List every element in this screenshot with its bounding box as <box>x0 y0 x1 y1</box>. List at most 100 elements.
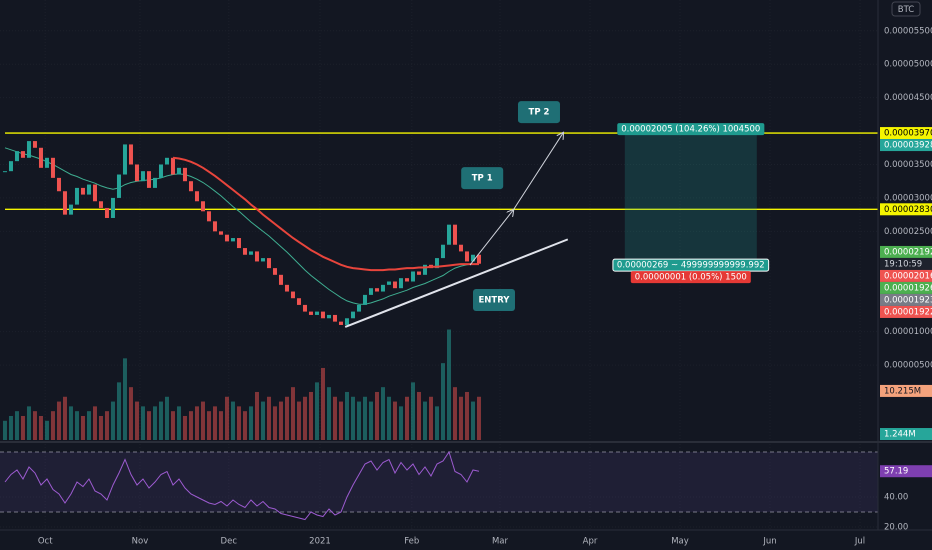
candle <box>182 167 187 182</box>
volume-bar <box>362 396 367 440</box>
volume-bar <box>8 415 13 440</box>
candle <box>158 164 163 178</box>
volume-bar <box>392 401 397 440</box>
volume-bar <box>32 411 37 440</box>
candle <box>146 171 151 188</box>
volume-bar <box>242 411 247 440</box>
candle <box>410 271 415 282</box>
volume-bar <box>224 396 229 440</box>
candle <box>254 251 259 262</box>
currency: BTC <box>898 5 915 15</box>
candle <box>236 238 241 249</box>
volume-bar <box>86 411 91 440</box>
volume-bar <box>386 396 391 440</box>
volume-bar <box>38 415 43 440</box>
candle <box>128 144 133 165</box>
candle <box>140 171 145 182</box>
volume-bar <box>476 396 481 440</box>
candle <box>50 157 55 178</box>
candle <box>350 311 355 319</box>
candle <box>188 181 193 192</box>
candle <box>92 184 97 202</box>
candle <box>200 201 205 212</box>
candle <box>80 187 85 195</box>
candle <box>218 231 223 235</box>
axis-badge-text: 57.19 <box>884 467 908 477</box>
y-tick-label: 0.00001000 <box>884 327 932 337</box>
candle <box>104 207 109 218</box>
axis-badge <box>880 257 932 270</box>
candle <box>320 311 325 319</box>
volume-bar <box>104 411 109 440</box>
position-label-bg <box>617 123 765 136</box>
candle <box>422 264 427 275</box>
arrow <box>512 133 563 211</box>
candle <box>170 157 175 175</box>
axis-badge <box>880 465 932 478</box>
candle <box>86 184 91 195</box>
axis-badge-text: 10.215M <box>884 386 921 396</box>
volume-bar <box>122 358 127 440</box>
trendline <box>344 238 569 328</box>
volume-bar <box>92 406 97 440</box>
candle <box>116 174 121 198</box>
candle <box>338 321 343 325</box>
volume-bar <box>368 401 373 440</box>
volume-bar <box>416 391 421 440</box>
axis-badge <box>880 269 932 282</box>
axis-badge <box>880 428 932 441</box>
moving-average <box>172 156 479 272</box>
volume-bar <box>464 391 469 440</box>
candle <box>2 171 7 173</box>
candle <box>464 251 469 262</box>
volume-bar <box>470 401 475 440</box>
candle <box>62 191 67 215</box>
candle <box>260 258 265 262</box>
volume-bar <box>110 401 115 440</box>
volume-bar <box>332 396 337 440</box>
volume-bar <box>374 391 379 440</box>
volume-bar <box>170 411 175 440</box>
y-tick-label: 0.00005000 <box>884 60 932 70</box>
callout-text: TP 1 <box>472 174 493 184</box>
volume-bar <box>248 406 253 440</box>
candle <box>434 258 439 269</box>
candle <box>326 314 331 319</box>
volume-bar <box>272 406 277 440</box>
candle <box>284 284 289 292</box>
volume-bar <box>290 387 295 440</box>
x-tick-label: Apr <box>583 537 598 547</box>
candle <box>314 311 319 315</box>
candle <box>380 284 385 292</box>
x-tick-label: Dec <box>221 537 238 547</box>
volume-bar <box>212 406 217 440</box>
candle <box>356 304 361 312</box>
y-tick-label: 0.00005500 <box>884 26 932 36</box>
volume-bar <box>14 411 19 440</box>
volume-bar <box>266 396 271 440</box>
candle <box>398 278 403 289</box>
callout <box>472 289 515 312</box>
axis-badge <box>880 127 932 140</box>
candle <box>290 291 295 299</box>
candle <box>212 221 217 232</box>
candle <box>134 164 139 182</box>
candle <box>470 254 475 262</box>
x-tick-label: Oct <box>38 537 53 547</box>
candle <box>458 244 463 252</box>
volume-bar <box>56 401 61 440</box>
y-tick-label: 0.00000500 <box>884 361 932 371</box>
axis-badge <box>880 305 932 318</box>
rsi-tick-label: 20.00 <box>884 523 908 533</box>
volume-bar <box>440 363 445 440</box>
x-tick-label: Nov <box>132 537 149 547</box>
candle <box>164 157 169 165</box>
volume-bar <box>98 415 103 440</box>
axis-badge <box>880 245 932 258</box>
candle <box>98 201 103 208</box>
candle <box>440 244 445 259</box>
x-tick-label: Feb <box>404 537 419 547</box>
position-label: 0.00000001 (0.05%) 1500 <box>635 273 747 283</box>
candle <box>26 141 31 158</box>
volume-bar <box>2 420 7 440</box>
